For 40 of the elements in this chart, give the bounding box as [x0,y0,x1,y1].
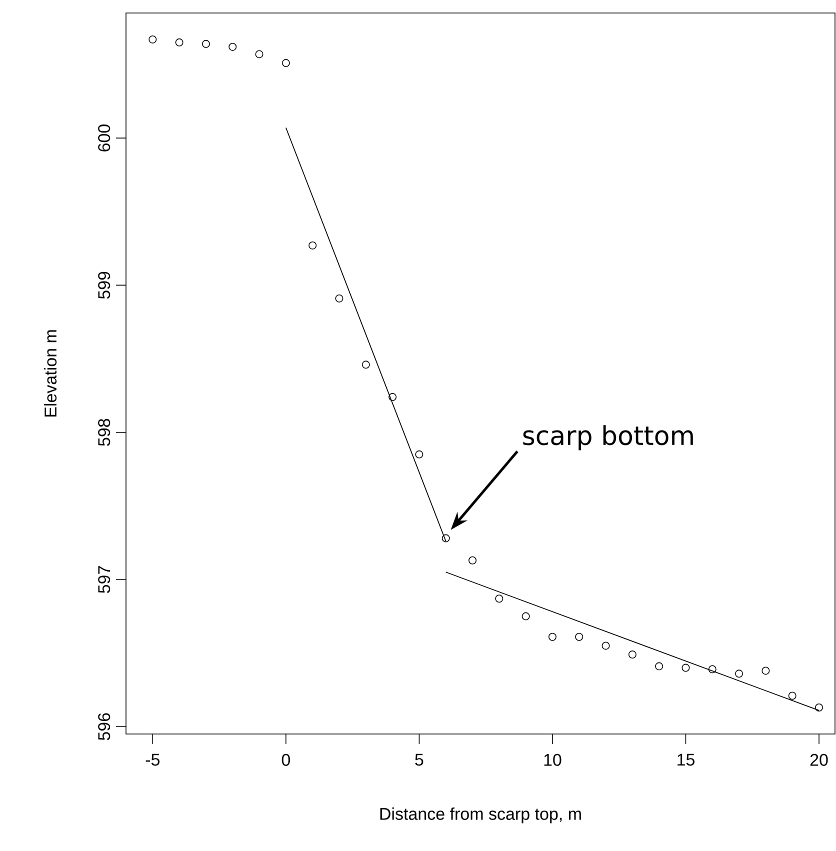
point [202,40,210,48]
point [735,670,744,678]
point [388,393,397,402]
y-tick-label: 596 [98,713,110,740]
point [282,59,290,68]
point [442,534,450,542]
point [602,642,610,650]
y-tick-label: 599 [98,272,110,299]
point [522,612,530,620]
y-axis-title: Elevation m [44,330,57,417]
x-tick-label: 20 [810,754,828,766]
point [495,594,504,603]
y-tick-label: 598 [98,418,110,446]
point [148,35,157,44]
point [655,662,664,670]
point [575,632,584,641]
x-tick-label: 0 [282,754,290,766]
point [362,360,370,369]
point [415,450,424,458]
x-tick-label: 5 [415,754,424,766]
point [335,294,344,302]
point [175,38,184,46]
x-tick-label: 15 [678,754,694,766]
point [228,42,237,51]
point [788,692,796,700]
x-axis-title: Distance from scarp top, m [380,807,581,824]
point [468,556,476,564]
annotation: scarp bottom [523,425,693,450]
point [815,704,824,712]
point [682,664,690,672]
point [308,241,317,250]
point [255,50,264,58]
point [628,650,636,659]
point [762,666,770,675]
y-tick-label: 597 [98,566,110,593]
y-tick-label: 600 [98,124,110,152]
x-tick-label: 10 [544,754,562,766]
x-tick-label: -5 [146,754,160,766]
point [548,632,556,641]
point [708,665,716,674]
